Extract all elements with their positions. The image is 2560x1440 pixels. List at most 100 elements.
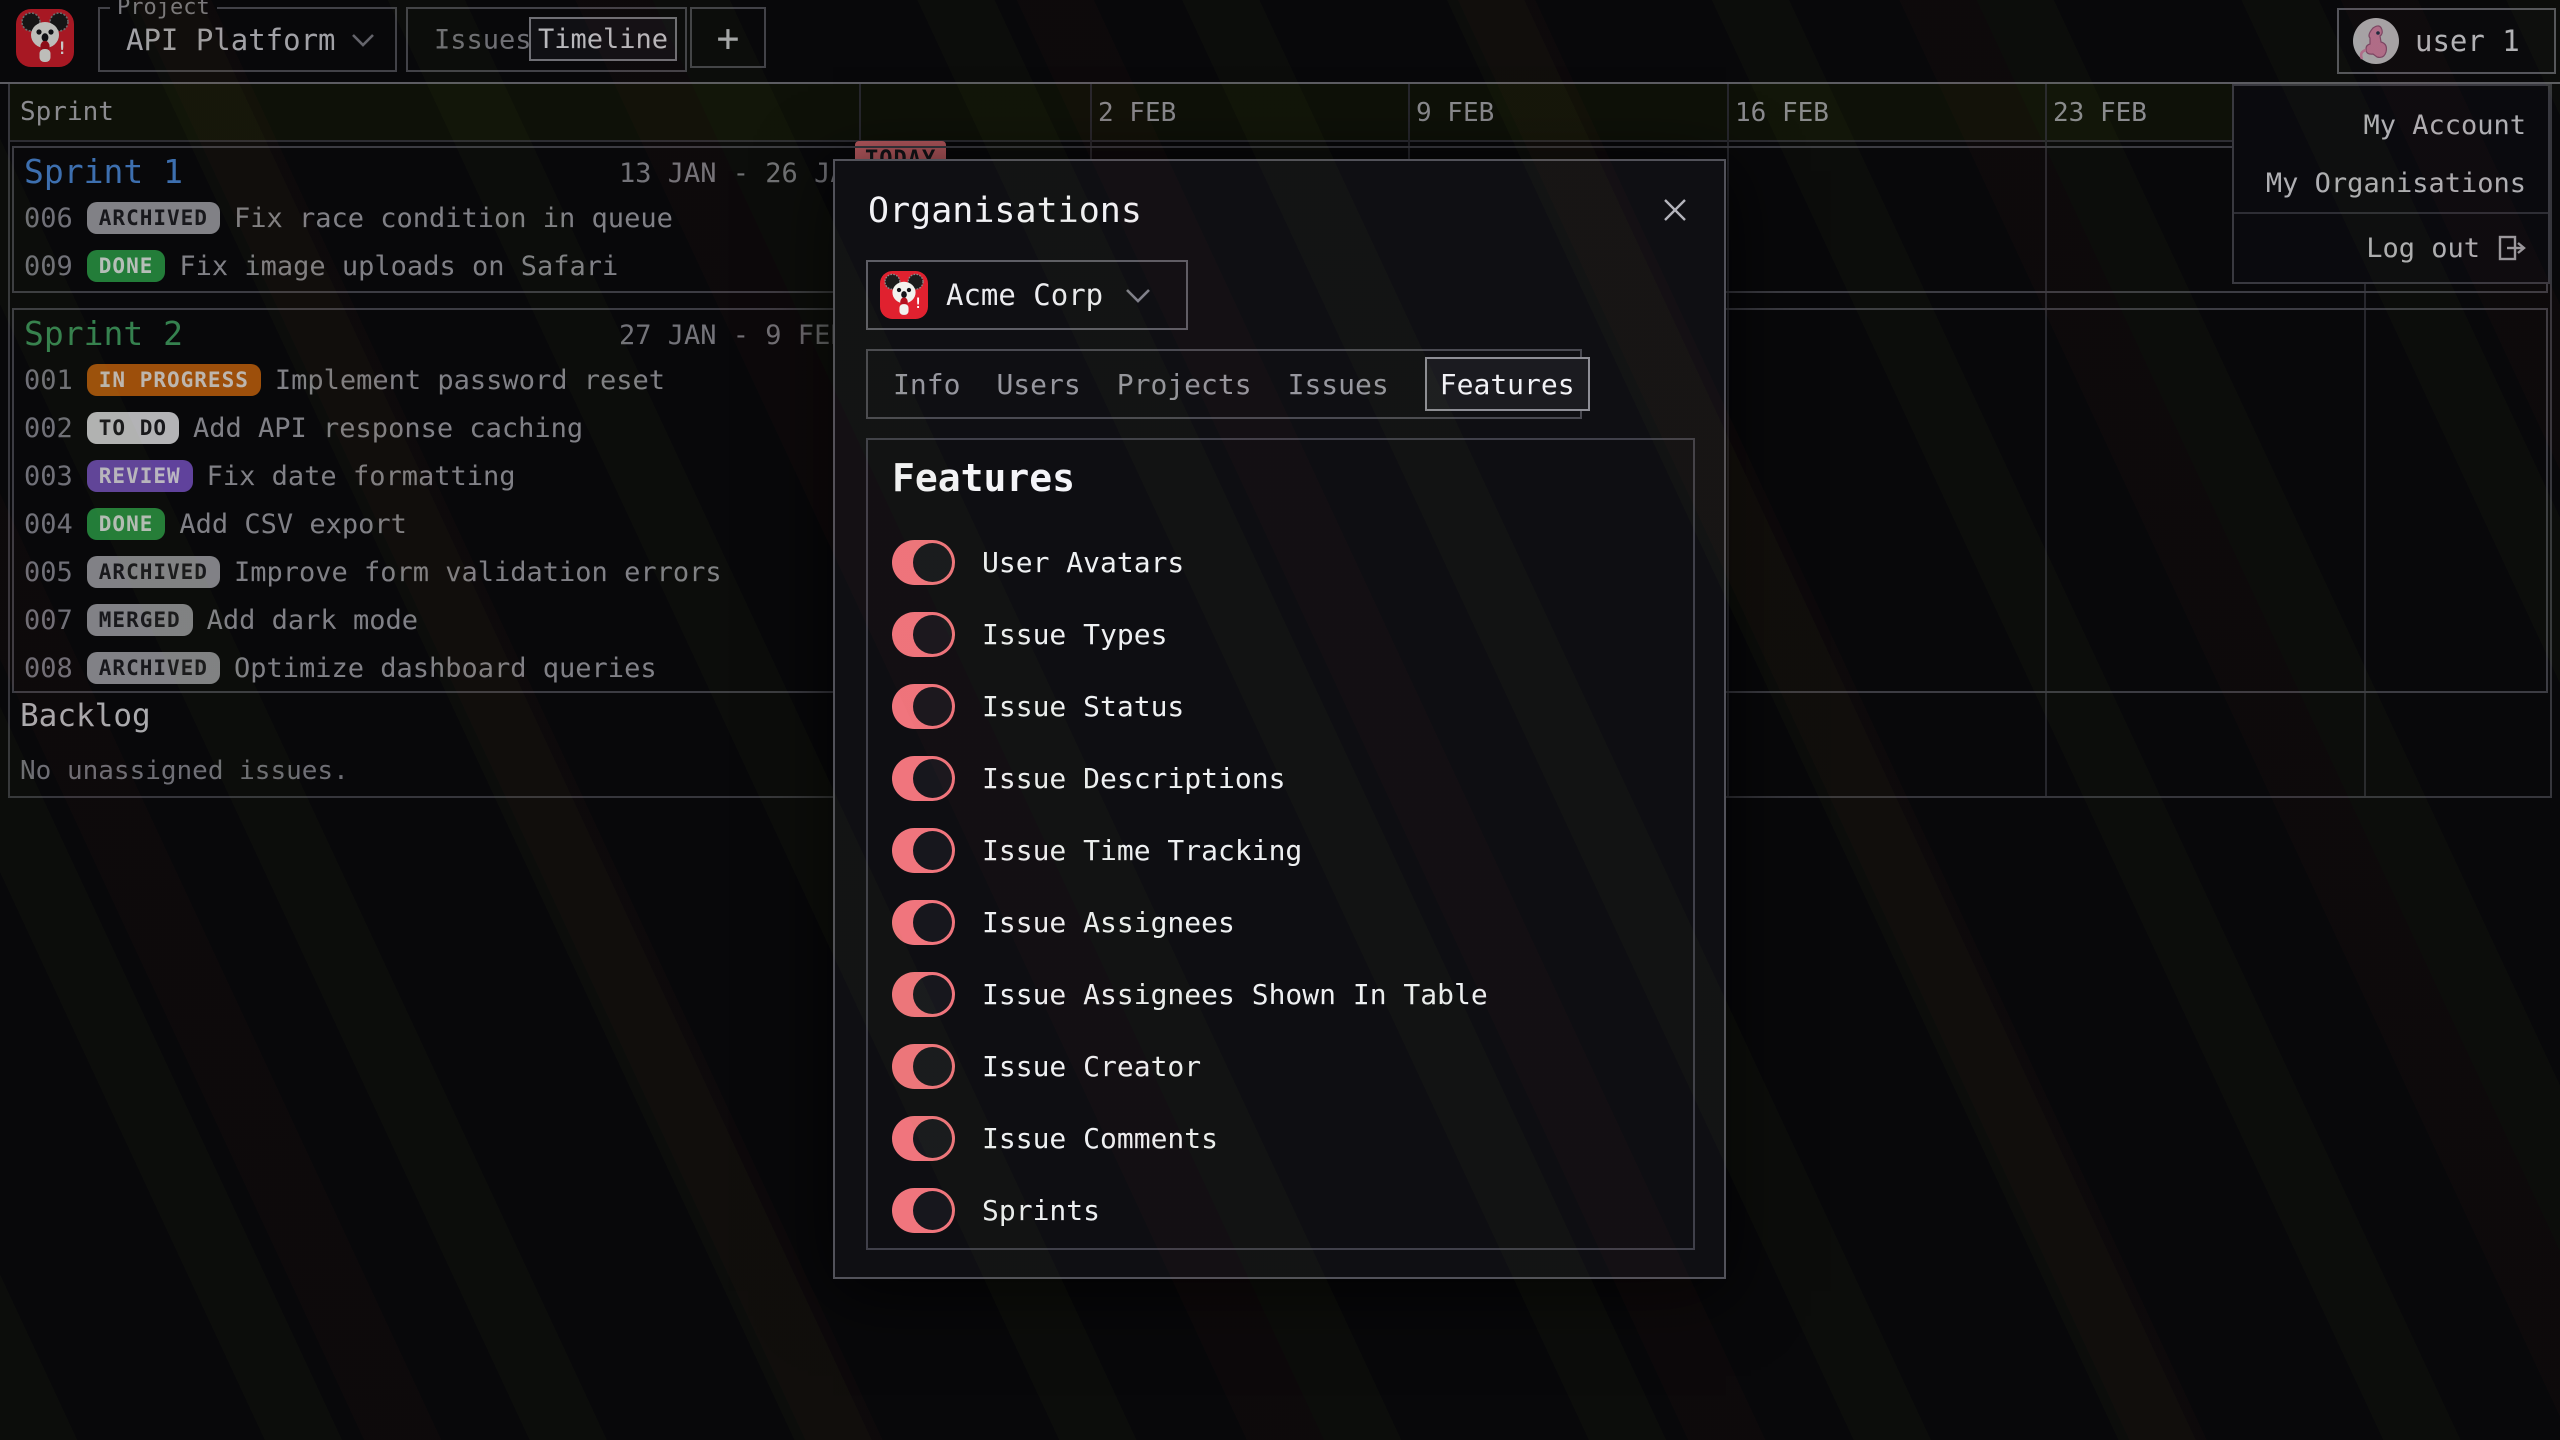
issue-number: 005 — [24, 556, 73, 588]
organisations-modal: Organisations ! — [833, 159, 1726, 1279]
feature-toggle[interactable] — [892, 899, 955, 945]
feature-toggle[interactable] — [892, 755, 955, 801]
close-button[interactable] — [1658, 193, 1692, 227]
sprint-date-range: 27 JAN - 9 FEB — [619, 320, 847, 351]
menu-item-log-out[interactable]: Log out — [2234, 212, 2548, 282]
feature-label: Sprints — [982, 1193, 1101, 1227]
timeline-gridline — [2045, 84, 2047, 796]
feature-toggle[interactable] — [892, 971, 955, 1017]
date-header-16-feb: 16 FEB — [1735, 98, 1829, 128]
modal-tabs: Info Users Projects Issues Features — [866, 349, 1590, 419]
feature-label: Issue Time Tracking — [982, 833, 1303, 867]
date-header-2-feb: 2 FEB — [1098, 98, 1177, 128]
issue-row[interactable]: 007 MERGED Add dark mode — [14, 596, 2546, 644]
issue-title: Implement password reset — [274, 364, 665, 396]
tab-timeline-view[interactable]: Timeline — [529, 17, 677, 61]
issue-row[interactable]: 008 ARCHIVED Optimize dashboard queries — [14, 644, 2546, 691]
issue-title: Add API response caching — [193, 412, 584, 444]
add-button[interactable]: + — [690, 7, 766, 68]
status-badge: DONE — [86, 250, 166, 282]
app-logo-icon: ! — [16, 9, 74, 67]
issue-title: Fix race condition in queue — [233, 202, 673, 234]
feature-toggle[interactable] — [892, 611, 955, 657]
tab-features[interactable]: Features — [1424, 357, 1590, 411]
issue-number: 002 — [24, 412, 73, 444]
feature-label: Issue Descriptions — [982, 761, 1286, 795]
toggle-knob-icon — [913, 830, 952, 870]
backlog-empty-text: No unassigned issues. — [20, 756, 349, 786]
feature-toggle[interactable] — [892, 827, 955, 873]
feature-row-issue-creator: Issue Creator — [892, 1030, 1669, 1102]
issue-number: 003 — [24, 460, 73, 492]
sprint-column-header: Sprint — [20, 97, 114, 127]
user-menu-button[interactable]: user 1 — [2337, 8, 2556, 74]
features-heading: Features — [892, 456, 1076, 500]
sprint-title-row: Sprint 1 13 JAN - 26 JAN — [14, 148, 2546, 194]
project-name: API Platform — [126, 22, 336, 57]
svg-text:!: ! — [57, 39, 67, 59]
status-badge: ARCHIVED — [86, 202, 220, 234]
feature-row-sprints: Sprints — [892, 1174, 1669, 1246]
svg-text:!: ! — [914, 296, 922, 312]
chevron-down-icon — [1125, 288, 1151, 303]
feature-row-issue-types: Issue Types — [892, 598, 1669, 670]
issue-row[interactable]: 006 ARCHIVED Fix race condition in queue — [14, 194, 2546, 242]
user-avatar — [2353, 18, 2399, 64]
feature-row-issue-comments: Issue Comments — [892, 1102, 1669, 1174]
feature-row-issue-descriptions: Issue Descriptions — [892, 742, 1669, 814]
tab-issues[interactable]: Issues — [1287, 367, 1389, 401]
feature-label: Issue Types — [982, 617, 1168, 651]
issue-number: 009 — [24, 250, 73, 282]
tab-issues-view[interactable]: Issues — [434, 24, 532, 55]
toggle-knob-icon — [913, 1046, 952, 1086]
issue-number: 001 — [24, 364, 73, 396]
feature-label: User Avatars — [982, 545, 1185, 579]
organisation-logo-icon: ! — [880, 271, 928, 319]
feature-toggle[interactable] — [892, 1115, 955, 1161]
organisation-name: Acme Corp — [946, 278, 1104, 312]
issue-title: Add CSV export — [179, 508, 407, 540]
issue-number: 006 — [24, 202, 73, 234]
project-selector-label: Project — [110, 0, 217, 20]
tab-users[interactable]: Users — [996, 367, 1081, 401]
issue-row[interactable]: 009 DONE Fix image uploads on Safari — [14, 242, 2546, 290]
feature-row-issue-assignees: Issue Assignees — [892, 886, 1669, 958]
sprint-name: Sprint 1 — [24, 151, 183, 191]
tab-info[interactable]: Info — [893, 367, 961, 401]
issue-row[interactable]: 003 REVIEW Fix date formatting — [14, 452, 2546, 500]
issue-row[interactable]: 005 ARCHIVED Improve form validation error… — [14, 548, 2546, 596]
issue-number: 008 — [24, 652, 73, 684]
timeline-gridline — [1727, 84, 1729, 796]
organisation-selector[interactable]: ! Acme Corp — [866, 260, 1188, 330]
issue-row[interactable]: 001 IN PROGRESS Implement password reset — [14, 356, 2546, 404]
feature-label: Issue Comments — [982, 1121, 1219, 1155]
feature-label: Issue Assignees Shown In Table — [982, 977, 1488, 1011]
issue-number: 004 — [24, 508, 73, 540]
feature-label: Issue Status — [982, 689, 1185, 723]
feature-row-issue-assignees-shown-in-table: Issue Assignees Shown In Table — [892, 958, 1669, 1030]
timeline-gridline — [2364, 84, 2366, 796]
feature-toggle[interactable] — [892, 1043, 955, 1089]
feature-toggle[interactable] — [892, 683, 955, 729]
project-selector[interactable]: Project API Platform — [98, 0, 397, 72]
toggle-knob-icon — [913, 1118, 952, 1158]
feature-toggle[interactable] — [892, 539, 955, 585]
feature-row-issue-time-tracking: Issue Time Tracking — [892, 814, 1669, 886]
feature-toggle[interactable] — [892, 1187, 955, 1233]
status-badge: IN PROGRESS — [86, 364, 261, 396]
status-badge: TO DO — [86, 412, 179, 444]
feature-label: Issue Assignees — [982, 905, 1235, 939]
date-header-23-feb: 23 FEB — [2053, 98, 2147, 128]
issue-row[interactable]: 002 TO DO Add API response caching — [14, 404, 2546, 452]
issue-row[interactable]: 004 DONE Add CSV export — [14, 500, 2546, 548]
feature-row-issue-status: Issue Status — [892, 670, 1669, 742]
menu-item-my-account[interactable]: My Account — [2363, 109, 2526, 141]
toggle-knob-icon — [913, 758, 952, 798]
tab-projects[interactable]: Projects — [1116, 367, 1252, 401]
view-switcher: Issues Timeline — [406, 7, 687, 72]
status-badge: REVIEW — [86, 460, 193, 492]
menu-item-my-organisations[interactable]: My Organisations — [2265, 167, 2526, 199]
timeline-header-band — [10, 84, 2550, 142]
issue-title: Fix date formatting — [206, 460, 516, 492]
